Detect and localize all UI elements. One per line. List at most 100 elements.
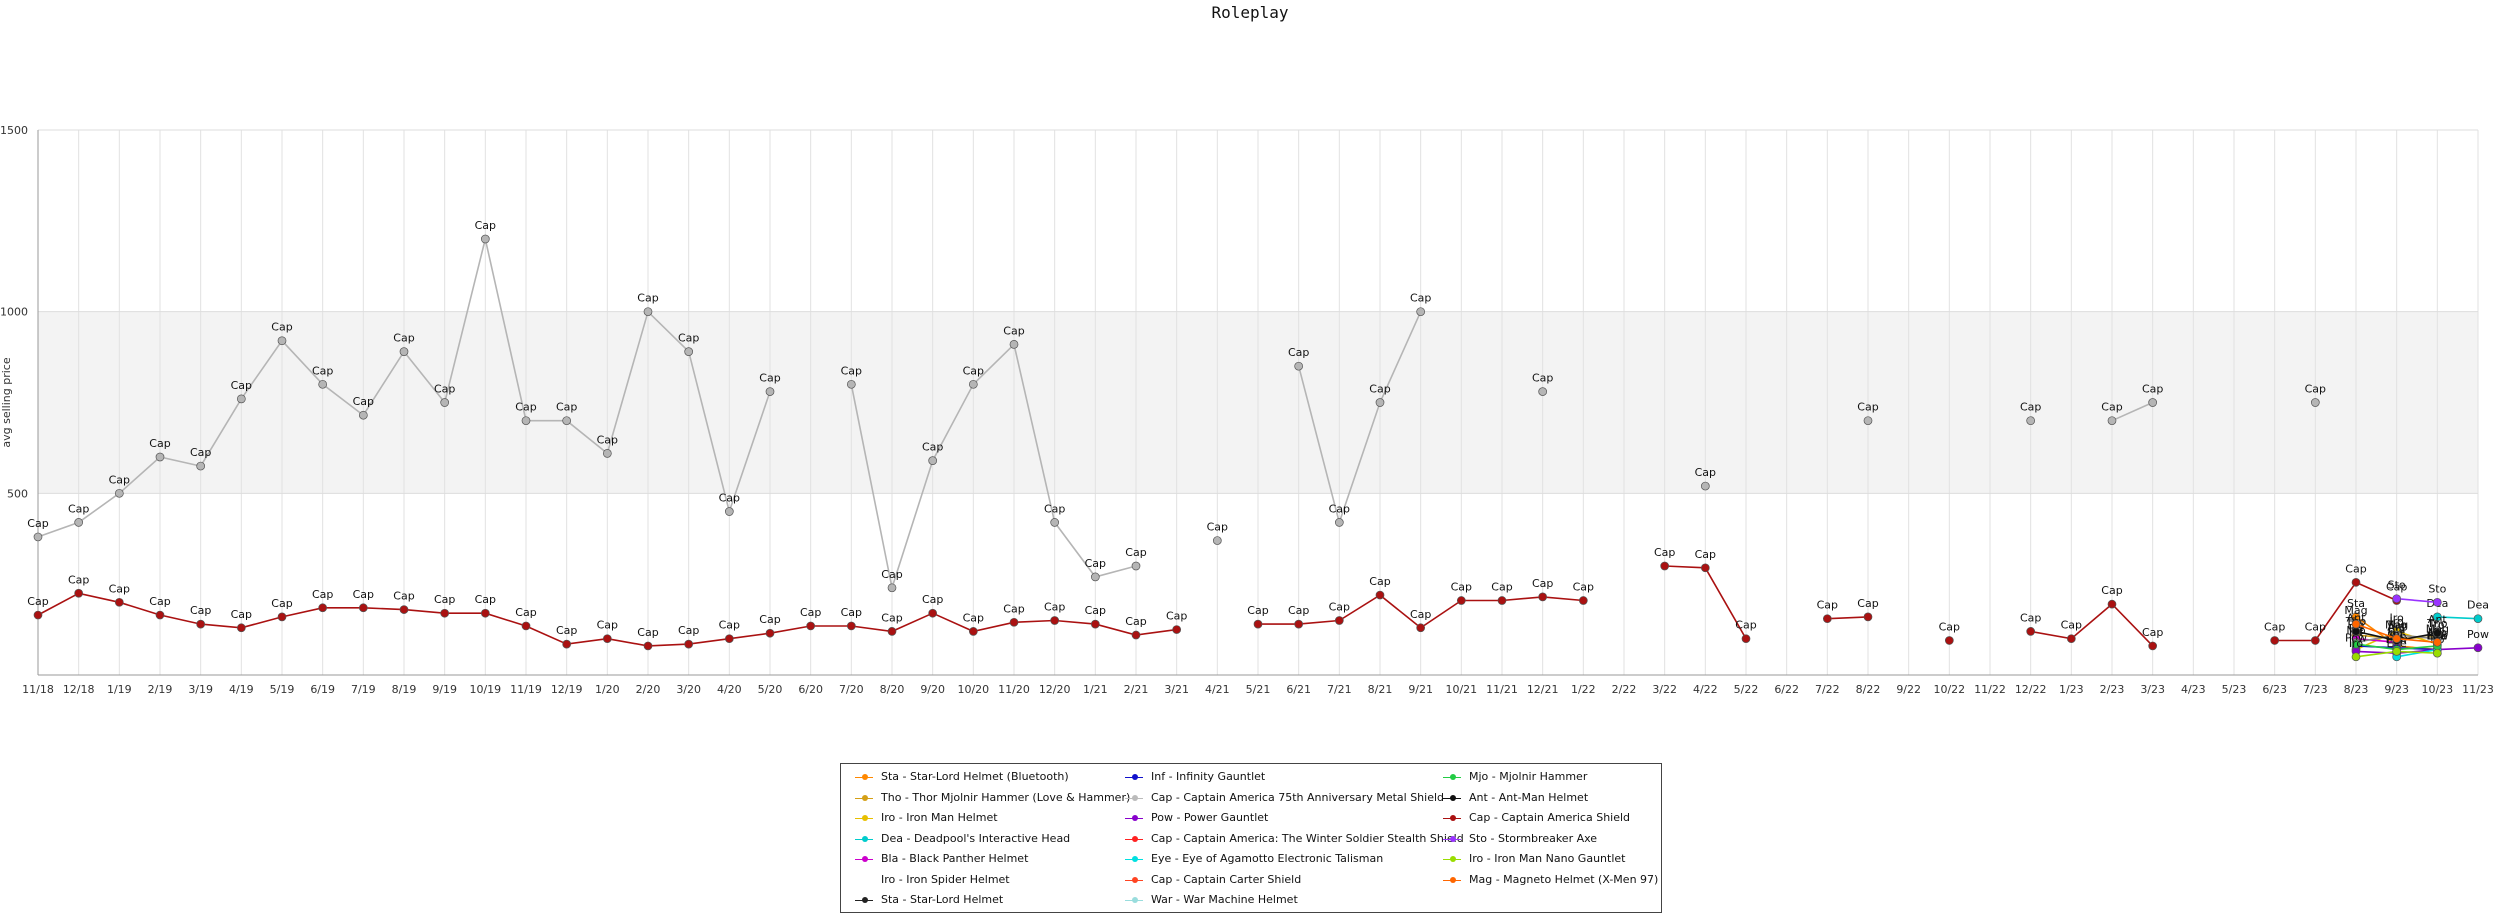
data-point: [1375, 590, 1385, 600]
legend-swatch-icon: [853, 892, 875, 908]
legend-item: Tho - Thor Mjolnir Hammer (Love & Hammer…: [853, 790, 1130, 806]
data-label: Cap: [1125, 615, 1146, 628]
data-label: Cap: [515, 606, 536, 619]
data-label: Cap: [109, 473, 130, 486]
legend-item: Iro - Iron Spider Helmet: [853, 872, 1010, 888]
data-label: Cap: [963, 611, 984, 624]
data-label: Cap: [68, 573, 89, 586]
data-label: Cap: [1329, 601, 1350, 614]
data-label: Mag: [2426, 622, 2449, 635]
data-label: Pow: [2345, 631, 2367, 644]
legend-item: Iro - Iron Man Nano Gauntlet: [1441, 851, 1625, 867]
data-point: [2351, 652, 2361, 662]
x-tick-label: 2/23: [2100, 683, 2125, 696]
data-label: Cap: [556, 401, 577, 414]
data-label: Cap: [1003, 602, 1024, 615]
data-label: Cap: [1573, 581, 1594, 594]
data-point: [399, 347, 409, 356]
y-tick-label: 1000: [0, 306, 28, 319]
data-point: [155, 610, 165, 620]
x-tick-label: 12/22: [2015, 683, 2047, 696]
series-line: [2355, 647, 2479, 655]
data-label: Cap: [2142, 626, 2163, 639]
y-tick-label: 500: [7, 487, 28, 500]
data-label: Cap: [353, 395, 374, 408]
data-label: Ant: [2347, 611, 2366, 624]
data-point: [724, 634, 734, 644]
data-label: Cap: [800, 606, 821, 619]
x-tick-label: 4/22: [1693, 683, 1718, 696]
data-label: Cap: [2020, 401, 2041, 414]
data-point: [358, 410, 368, 420]
x-tick-label: 3/21: [1164, 683, 1189, 696]
data-label: Tho: [2385, 619, 2407, 632]
legend-swatch-icon: [1123, 790, 1145, 806]
legend-swatch-icon: [1123, 810, 1145, 826]
legend-swatch-icon: [1441, 810, 1463, 826]
data-point: [196, 619, 206, 629]
x-tick-label: 2/22: [1612, 683, 1637, 696]
x-tick-label: 3/23: [2140, 683, 2165, 696]
x-tick-label: 8/23: [2344, 683, 2369, 696]
data-label: Cap: [841, 364, 862, 377]
x-tick-label: 3/19: [188, 683, 213, 696]
data-label: Iro: [2390, 615, 2405, 628]
data-label: Cap: [1735, 619, 1756, 632]
x-tick-label: 7/20: [839, 683, 864, 696]
legend-label: Cap - Captain America: The Winter Soldie…: [1151, 831, 1464, 845]
data-point: [33, 532, 43, 542]
data-point: [1660, 561, 1670, 571]
data-point: [1497, 596, 1507, 605]
data-point: [684, 347, 694, 356]
legend-swatch-icon: [853, 810, 875, 826]
data-point: [2066, 634, 2076, 644]
data-point: [33, 610, 43, 620]
data-label: Cap: [27, 517, 48, 530]
data-label: Cap: [434, 593, 455, 606]
data-point: [1294, 619, 1304, 629]
data-label: Cap: [759, 613, 780, 626]
chart-title: Roleplay: [1211, 3, 1289, 22]
data-label: Cap: [1288, 346, 1309, 359]
data-point: [643, 307, 653, 317]
data-label: Cap: [393, 590, 414, 603]
legend-swatch-icon: [853, 872, 875, 888]
x-tick-label: 10/20: [957, 683, 989, 696]
x-tick-label: 1/19: [107, 683, 132, 696]
x-tick-label: 2/21: [1124, 683, 1149, 696]
data-point: [2392, 594, 2402, 604]
data-point: [1212, 536, 1222, 545]
data-point: [1131, 561, 1141, 571]
data-label: Cap: [1166, 610, 1187, 623]
x-tick-label: 12/19: [551, 683, 583, 696]
data-point: [196, 461, 206, 471]
x-tick-label: 1/22: [1571, 683, 1596, 696]
legend-item: Eye - Eye of Agamotto Electronic Talisma…: [1123, 851, 1383, 867]
data-point: [968, 379, 978, 389]
legend-label: Mag - Magneto Helmet (X-Men 97): [1469, 872, 1659, 886]
data-point: [521, 416, 531, 426]
data-label: Cap: [2345, 562, 2366, 575]
data-point: [2148, 641, 2158, 651]
data-point: [1416, 623, 1426, 633]
data-point: [2148, 398, 2158, 407]
x-tick-label: 8/20: [880, 683, 905, 696]
data-point: [1050, 518, 1060, 527]
data-label: Cap: [1044, 502, 1065, 515]
data-label: Cap: [637, 292, 658, 305]
x-tick-label: 11/22: [1974, 683, 2006, 696]
data-label: Cap: [2101, 401, 2122, 414]
x-tick-label: 1/21: [1083, 683, 1108, 696]
data-point: [2473, 614, 2483, 624]
series-line: [1297, 311, 1422, 526]
data-point: [846, 621, 856, 631]
data-point: [562, 416, 572, 426]
data-label: Cap: [963, 364, 984, 377]
x-tick-label: 11/18: [22, 683, 54, 696]
x-tick-label: 12/18: [63, 683, 95, 696]
data-point: [155, 452, 165, 462]
series-line: [2030, 603, 2154, 647]
data-point: [440, 608, 450, 618]
legend-label: Eye - Eye of Agamotto Electronic Talisma…: [1151, 852, 1384, 865]
legend-label: Dea - Deadpool's Interactive Head: [881, 831, 1071, 845]
